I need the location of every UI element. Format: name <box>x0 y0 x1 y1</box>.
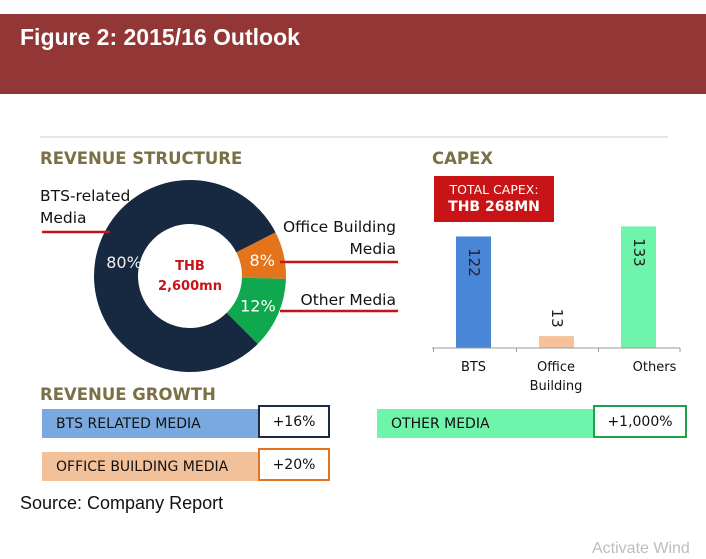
tick-label-bts: BTS <box>461 360 486 375</box>
growth-office-value: +20% <box>258 448 330 481</box>
donut-slice-office <box>236 232 286 280</box>
donut-slice-other <box>226 277 286 344</box>
growth-bts-label: BTS RELATED MEDIA <box>42 409 258 438</box>
growth-other-value: +1,000% <box>593 405 687 438</box>
label-office-line2: Media <box>349 240 396 258</box>
tick-office-line2: Building <box>530 379 583 394</box>
page-title: Figure 2: 2015/16 Outlook <box>20 24 300 50</box>
revenue-growth-title: REVENUE GROWTH <box>40 385 216 404</box>
growth-other-label: OTHER MEDIA <box>377 409 595 438</box>
donut-center-line2: 2,600mn <box>158 279 222 294</box>
donut-slice-bts <box>94 180 276 373</box>
label-other: Other Media <box>301 291 397 309</box>
header-banner: Figure 2: 2015/16 Outlook <box>0 14 706 94</box>
donut-value-label-office: 8% <box>250 251 275 270</box>
revenue-structure-title: REVENUE STRUCTURE <box>40 149 243 168</box>
label-bts-line1: BTS-related <box>40 187 130 205</box>
donut-center-line1: THB <box>175 259 205 274</box>
capex-bars: 122 13 133 BTS Others <box>433 226 681 375</box>
label-bts-line2: Media <box>40 209 87 227</box>
label-office-line1: Office Building <box>283 218 396 236</box>
revenue-donut: 80% 8% 12% <box>94 180 286 373</box>
total-capex-value: THB 268MN <box>448 199 540 215</box>
source-note: Source: Company Report <box>20 493 224 513</box>
growth-office-label: OFFICE BUILDING MEDIA <box>42 452 258 481</box>
tick-label-others: Others <box>633 360 677 375</box>
capex-bar-others <box>621 226 656 348</box>
total-capex-label: TOTAL CAPEX: <box>449 182 539 197</box>
donut-value-label-bts: 80% <box>106 253 142 272</box>
capex-bar-office-value: 13 <box>548 309 566 328</box>
divider <box>40 136 668 138</box>
capex-title: CAPEX <box>432 149 493 168</box>
capex-bar-others-value: 133 <box>630 238 648 267</box>
donut-value-label-other: 12% <box>240 296 276 315</box>
tick-office-line1: Office <box>537 360 575 375</box>
watermark: Activate Wind <box>592 540 690 557</box>
capex-bar-bts-value: 122 <box>465 248 483 277</box>
capex-bar-bts <box>456 236 491 348</box>
growth-bts-value: +16% <box>258 405 330 438</box>
capex-bar-office <box>539 336 574 348</box>
total-capex-box: TOTAL CAPEX: THB 268MN <box>434 176 554 222</box>
